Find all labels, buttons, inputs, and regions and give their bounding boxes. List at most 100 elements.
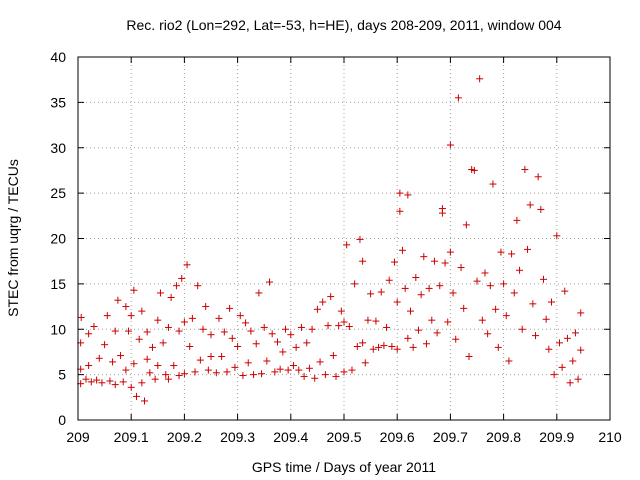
data-point xyxy=(367,290,375,298)
data-point xyxy=(438,209,446,217)
data-point xyxy=(329,352,337,360)
data-point xyxy=(316,358,324,366)
data-point xyxy=(569,357,577,365)
data-point xyxy=(345,323,353,331)
data-point xyxy=(478,316,486,324)
data-point xyxy=(154,316,162,324)
y-tick-label: 0 xyxy=(58,412,66,428)
data-point xyxy=(524,245,532,253)
data-point xyxy=(234,342,242,350)
data-point xyxy=(127,312,135,320)
y-axis-label: STEC from uqrg / TECUs xyxy=(5,159,21,317)
data-point xyxy=(335,322,343,330)
data-point xyxy=(505,357,513,365)
data-point xyxy=(95,354,103,362)
data-point xyxy=(513,216,521,224)
data-point xyxy=(446,141,454,149)
data-point xyxy=(361,359,369,367)
data-point xyxy=(223,368,231,376)
data-point xyxy=(446,248,454,256)
data-point xyxy=(305,364,313,372)
data-point xyxy=(130,360,138,368)
data-point xyxy=(460,304,468,312)
data-point xyxy=(353,342,361,350)
data-point xyxy=(255,289,263,297)
data-point xyxy=(215,314,223,322)
y-tick-label: 5 xyxy=(58,367,66,383)
data-point xyxy=(454,94,462,102)
data-point xyxy=(428,316,436,324)
data-point xyxy=(218,352,226,360)
data-point xyxy=(247,327,255,335)
data-point xyxy=(164,323,172,331)
data-point xyxy=(457,264,465,272)
data-point xyxy=(295,366,303,374)
data-point xyxy=(401,284,409,292)
data-point xyxy=(510,289,518,297)
data-point xyxy=(441,259,449,267)
data-point xyxy=(268,330,276,338)
data-point xyxy=(151,375,159,383)
data-point xyxy=(444,318,452,326)
data-point xyxy=(508,250,516,258)
data-point xyxy=(274,338,281,346)
data-point xyxy=(436,282,444,290)
data-point xyxy=(359,257,367,265)
data-point xyxy=(393,345,401,353)
data-point xyxy=(236,312,244,320)
y-tick-label: 15 xyxy=(50,276,66,292)
data-point xyxy=(399,246,407,254)
data-point xyxy=(170,362,178,370)
x-tick-label: 209.5 xyxy=(326,429,361,445)
data-point xyxy=(263,357,271,365)
data-point xyxy=(276,365,284,373)
data-point xyxy=(148,343,156,351)
data-point xyxy=(279,348,287,356)
data-point xyxy=(383,323,391,331)
data-point xyxy=(271,368,279,376)
data-point xyxy=(404,191,412,199)
data-point xyxy=(563,334,571,342)
data-point xyxy=(332,372,340,380)
data-point xyxy=(266,278,274,286)
data-point xyxy=(465,352,473,360)
data-point xyxy=(207,352,215,360)
data-point xyxy=(87,378,95,386)
data-point xyxy=(449,289,457,297)
x-tick-label: 209.1 xyxy=(114,429,149,445)
x-tick-label: 209.3 xyxy=(220,429,255,445)
data-point xyxy=(470,166,478,174)
data-point xyxy=(199,325,207,333)
data-point xyxy=(550,371,558,379)
data-point xyxy=(540,275,547,283)
data-point xyxy=(500,280,508,288)
x-tick-label: 209.4 xyxy=(273,429,308,445)
data-point xyxy=(287,331,295,339)
data-point xyxy=(77,313,85,321)
data-point xyxy=(484,330,492,338)
data-point xyxy=(226,304,234,312)
data-point xyxy=(425,284,433,292)
data-point xyxy=(311,374,319,382)
data-point xyxy=(545,345,553,353)
data-point xyxy=(90,323,98,331)
data-point xyxy=(117,352,125,360)
data-point xyxy=(412,274,420,282)
data-point xyxy=(558,363,566,371)
data-point xyxy=(532,332,540,340)
data-point xyxy=(462,221,470,229)
data-point xyxy=(114,296,122,304)
data-point xyxy=(252,340,260,348)
chart-title: Rec. rio2 (Lon=292, Lat=-53, h=HE), days… xyxy=(126,17,561,33)
data-point xyxy=(396,189,404,197)
data-point xyxy=(167,293,175,301)
data-point xyxy=(492,305,500,313)
data-point xyxy=(393,298,401,306)
data-point xyxy=(111,381,119,389)
data-point xyxy=(138,307,146,315)
data-point xyxy=(85,330,93,338)
data-point xyxy=(553,232,561,240)
data-point xyxy=(180,318,188,326)
data-point xyxy=(529,300,537,308)
y-tick-label: 40 xyxy=(50,49,66,65)
